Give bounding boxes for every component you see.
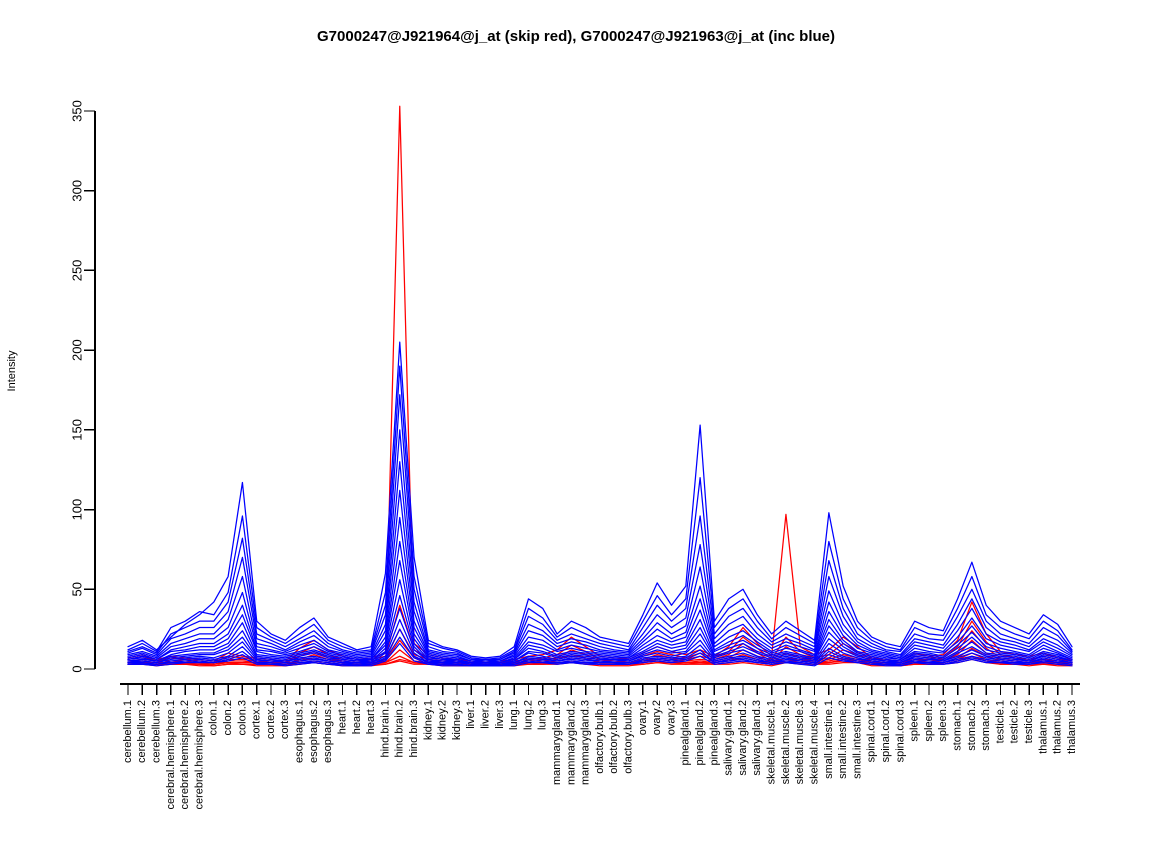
x-axis-tick-label: testicle.3 (1023, 700, 1035, 743)
x-axis-tick-label: small.intestine.1 (823, 700, 835, 779)
x-axis-tick-label: small.intestine.3 (851, 700, 863, 779)
x-axis-tick-label: mammarygland.1 (551, 700, 563, 785)
x-axis-tick-label: stomach.2 (966, 700, 978, 751)
x-axis-tick-label: mammarygland.2 (565, 700, 577, 785)
x-axis-tick-label: pinealgland.2 (694, 700, 706, 765)
x-axis-tick-label: thalamus.2 (1052, 700, 1064, 754)
x-axis-tick-label: spinal.cord.2 (880, 700, 892, 762)
x-axis-tick-label: liver.2 (479, 700, 491, 729)
page-title: G7000247@J921964@j_at (skip red), G70002… (317, 28, 835, 45)
x-axis-tick-label: cerebellum.2 (136, 700, 148, 763)
series-line-inc_8 (127, 540, 1073, 664)
x-axis-tick-label: thalamus.3 (1066, 700, 1078, 754)
y-axis: 0 50 100 150 200 250 300 350 (69, 100, 96, 673)
x-axis-tick-label: hind.brain.1 (379, 700, 391, 758)
x-axis-tick-label: cerebral.hemisphere.2 (179, 700, 191, 809)
x-axis-tick-label: kidney.3 (451, 700, 463, 740)
x-axis-tick-label: esophagus.2 (308, 700, 320, 763)
x-axis-tick-label: spinal.cord.3 (894, 700, 906, 762)
x-axis-tick-label: salivary.gland.1 (723, 700, 735, 776)
series-line-inc_10 (127, 579, 1073, 665)
series-line-inc_1 (127, 341, 1073, 659)
series-line-inc_4 (127, 429, 1073, 662)
x-axis-tick-label: salivary.gland.2 (737, 700, 749, 776)
x-axis-tick-label: lung.2 (522, 700, 534, 730)
x-axis-tick-label: ovary.2 (651, 700, 663, 735)
x-axis-tick-label: pinealgland.3 (708, 700, 720, 765)
x-axis-tick-label: cerebral.hemisphere.3 (193, 700, 205, 809)
x-axis (120, 683, 1080, 695)
series-line-inc_9 (127, 559, 1073, 665)
x-axis-tick-label: skeletal.muscle.2 (780, 700, 792, 784)
series-line-inc_5 (127, 461, 1073, 662)
x-axis-tick-label: testicle.1 (994, 700, 1006, 743)
y-axis-tick-label: 250 (69, 260, 84, 282)
x-axis-tick-label: ovary.1 (637, 700, 649, 735)
series-line-inc_6 (127, 489, 1073, 664)
data-series-group (127, 105, 1073, 667)
x-axis-tick-label: mammarygland.3 (580, 700, 592, 785)
y-axis-tick-label: 300 (69, 180, 84, 202)
x-axis-tick-label: small.intestine.2 (837, 700, 849, 779)
y-axis-tick-label: 100 (69, 499, 84, 521)
series-line-skip_1 (127, 105, 1073, 664)
x-axis-tick-label: lung.3 (537, 700, 549, 730)
y-axis-tick-label: 200 (69, 339, 84, 361)
x-axis-tick-label: olfactory.bulb.1 (594, 700, 606, 774)
x-axis-tick-label: stomach.3 (980, 700, 992, 751)
x-axis-tick-label: salivary.gland.3 (751, 700, 763, 776)
x-axis-tick-label: olfactory.bulb.3 (623, 700, 635, 774)
x-axis-tick-label: stomach.1 (951, 700, 963, 751)
series-line-inc_2 (127, 365, 1073, 661)
x-axis-tick-label: spleen.3 (937, 700, 949, 742)
y-axis-tick-label: 50 (69, 582, 84, 596)
y-axis-tick-label: 350 (69, 100, 84, 122)
x-axis-tick-label: spleen.2 (923, 700, 935, 742)
x-axis-tick-label: hind.brain.3 (408, 700, 420, 758)
series-line-inc_16 (127, 642, 1073, 667)
y-axis-tick-label: 150 (69, 419, 84, 441)
x-axis-tick-label: cerebellum.3 (151, 700, 163, 763)
x-axis-tick-label: skeletal.muscle.4 (808, 700, 820, 784)
x-axis-tick-label: testicle.2 (1009, 700, 1021, 743)
x-axis-tick-label: heart.1 (336, 700, 348, 734)
x-axis-tick-label: colon.2 (222, 700, 234, 735)
x-axis-tick-label: spinal.cord.1 (866, 700, 878, 762)
x-axis-tick-label: cerebral.hemisphere.1 (165, 700, 177, 809)
x-axis-tick-label: colon.3 (236, 700, 248, 735)
x-axis-tick-label: spleen.1 (909, 700, 921, 742)
x-axis-tick-label: heart.2 (351, 700, 363, 734)
x-axis-tick-label: esophagus.1 (294, 700, 306, 763)
series-line-inc_13 (127, 618, 1073, 667)
x-axis-tick-label: cortex.3 (279, 700, 291, 739)
x-axis-tick-label: cortex.2 (265, 700, 277, 739)
x-axis-tick-label: kidney.1 (422, 700, 434, 740)
x-axis-tick-label: colon.1 (208, 700, 220, 735)
x-axis-tick-label: cortex.1 (251, 700, 263, 739)
x-axis-tick-label: heart.3 (365, 700, 377, 734)
x-axis-tick-label: skeletal.muscle.3 (794, 700, 806, 784)
x-axis-tick-label: cerebellum.1 (122, 700, 134, 763)
series-line-inc_7 (127, 516, 1073, 664)
x-axis-tick-label: liver.3 (494, 700, 506, 729)
x-axis-tick-label: hind.brain.2 (394, 700, 406, 758)
x-axis-tick-label: skeletal.muscle.1 (766, 700, 778, 784)
x-axis-tick-labels: cerebellum.1 cerebellum.2 cerebellum.3 cere… (122, 700, 1078, 809)
x-axis-tick-label: kidney.2 (437, 700, 449, 740)
x-axis-tick-label: liver.1 (465, 700, 477, 729)
x-axis-tick-label: ovary.3 (665, 700, 677, 735)
x-axis-tick-label: pinealgland.1 (680, 700, 692, 765)
x-axis-tick-label: esophagus.3 (322, 700, 334, 763)
x-axis-tick-label: thalamus.1 (1037, 700, 1049, 754)
y-axis-tick-label: 0 (69, 665, 84, 672)
x-axis-tick-label: olfactory.bulb.2 (608, 700, 620, 774)
x-axis-tick-label: lung.1 (508, 700, 520, 730)
series-line-inc_3 (127, 394, 1073, 661)
